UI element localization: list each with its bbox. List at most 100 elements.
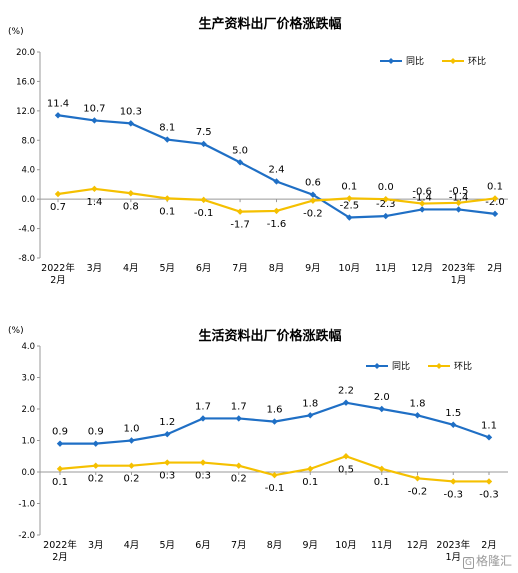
series-1-point <box>382 212 389 220</box>
x-tick-label: 9月 <box>302 540 318 551</box>
y-tick-label: -4.0 <box>18 225 35 235</box>
series-1-data-label: 1.7 <box>231 401 247 412</box>
x-tick-label: 3月 <box>87 263 103 274</box>
series-2-data-label: 0.1 <box>487 181 503 192</box>
x-tick-label: 1月 <box>445 552 461 563</box>
series-2-point <box>382 195 389 203</box>
series-1-data-label: 2.0 <box>374 392 390 403</box>
y-unit-label: (%) <box>8 326 24 336</box>
series-2-point <box>164 195 171 202</box>
series-2-data-label: 0.1 <box>159 206 175 217</box>
series-1-data-label: 8.1 <box>159 123 175 134</box>
x-tick-label: 11月 <box>371 540 393 551</box>
series-1-data-label: 1.2 <box>159 417 175 428</box>
y-tick-label: -2.0 <box>18 531 35 541</box>
y-tick-label: 0.0 <box>21 195 35 205</box>
x-tick-label: 12月 <box>407 540 429 551</box>
series-1-data-label: 1.8 <box>302 398 318 409</box>
series-2-point <box>235 462 242 469</box>
series-1-point <box>309 191 317 198</box>
series-2-data-label: 0.3 <box>159 471 175 482</box>
series-1-data-label: -1.4 <box>412 192 432 203</box>
series-1-point <box>414 412 421 419</box>
series-1-data-label: 0.6 <box>305 178 321 189</box>
series-2-data-label: 0.1 <box>374 477 390 488</box>
x-tick-label: 10月 <box>335 540 357 551</box>
series-1-point <box>56 440 64 447</box>
series-1-point <box>485 434 493 441</box>
legend-marker <box>374 363 380 369</box>
x-tick-label: 2月 <box>481 540 497 551</box>
series-2-point <box>485 478 493 485</box>
series-2-point <box>56 465 64 473</box>
watermark: G 格隆汇 <box>463 552 512 569</box>
series-2-point <box>91 185 98 193</box>
legend-label: 同比 <box>392 360 410 372</box>
x-tick-label: 2022年 <box>43 539 77 551</box>
series-2-data-label: -0.1 <box>194 208 214 219</box>
series-1-data-label: 10.7 <box>83 103 105 114</box>
series-2-data-label: 0.7 <box>50 202 66 213</box>
series-1-data-label: 1.1 <box>481 420 497 431</box>
y-tick-label: 4.0 <box>21 342 35 352</box>
series-1-data-label: 0.9 <box>88 427 104 438</box>
x-tick-label: 7月 <box>231 540 247 551</box>
series-1-data-label: 1.8 <box>410 398 426 409</box>
x-tick-label: 2月 <box>50 275 66 286</box>
series-2-point <box>199 459 207 466</box>
series-1-point <box>199 415 207 422</box>
series-1-point <box>273 178 280 185</box>
series-1-data-label: 10.3 <box>120 106 142 117</box>
series-1-data-label: 2.2 <box>338 386 354 397</box>
x-tick-label: 11月 <box>375 263 397 274</box>
series-1-data-label: -2.5 <box>340 201 360 212</box>
series-1-point <box>378 405 385 413</box>
y-tick-label: 20.0 <box>16 48 35 58</box>
series-2-point <box>92 462 99 469</box>
series-2-point <box>164 459 171 466</box>
series-1-data-label: -2.0 <box>485 197 505 208</box>
x-tick-label: 4月 <box>124 540 140 551</box>
series-1-point <box>54 112 62 119</box>
y-tick-label: 0.0 <box>21 468 35 478</box>
series-2-point <box>414 475 421 482</box>
y-tick-label: -1.0 <box>18 500 35 510</box>
watermark-logo-icon: G <box>463 557 474 569</box>
y-tick-label: 8.0 <box>21 136 35 146</box>
series-2-data-label: -0.3 <box>479 489 499 500</box>
series-1-point <box>235 415 242 422</box>
series-1-data-label: 1.7 <box>195 401 211 412</box>
series-1-point <box>307 412 314 419</box>
series-2-data-label: -1.7 <box>230 220 250 231</box>
series-2-data-label: 0.5 <box>338 464 354 475</box>
series-2-point <box>128 462 135 469</box>
series-2-data-label: -0.6 <box>412 187 432 198</box>
series-1-data-label: 5.0 <box>232 145 248 156</box>
legend-label: 环比 <box>468 55 486 67</box>
x-tick-label: 3月 <box>88 540 104 551</box>
series-1-data-label: 7.5 <box>196 127 212 138</box>
series-2-point <box>450 478 457 485</box>
series-2-data-label: -1.6 <box>267 219 287 230</box>
series-1-point <box>92 440 99 447</box>
series-2-data-label: 0.1 <box>341 181 357 192</box>
series-2-point <box>127 190 135 197</box>
series-2-point <box>309 197 317 204</box>
x-tick-label: 12月 <box>411 263 433 274</box>
series-1-point <box>164 431 171 438</box>
x-tick-label: 8月 <box>269 263 285 274</box>
series-1-data-label: -2.3 <box>376 199 396 210</box>
series-2-point <box>491 195 499 202</box>
series-1-point <box>236 159 244 166</box>
series-2-data-label: -0.3 <box>443 489 463 500</box>
x-tick-label: 4月 <box>123 263 139 274</box>
series-2-data-label: 0.1 <box>302 477 318 488</box>
series-1-point <box>346 214 353 221</box>
x-tick-label: 1月 <box>451 275 467 286</box>
series-2-point <box>307 465 314 473</box>
legend-marker <box>436 363 442 369</box>
series-2-point <box>346 195 353 202</box>
series-2-data-label: -0.2 <box>408 486 428 497</box>
series-2-point <box>378 465 385 473</box>
series-1-point <box>342 399 350 406</box>
